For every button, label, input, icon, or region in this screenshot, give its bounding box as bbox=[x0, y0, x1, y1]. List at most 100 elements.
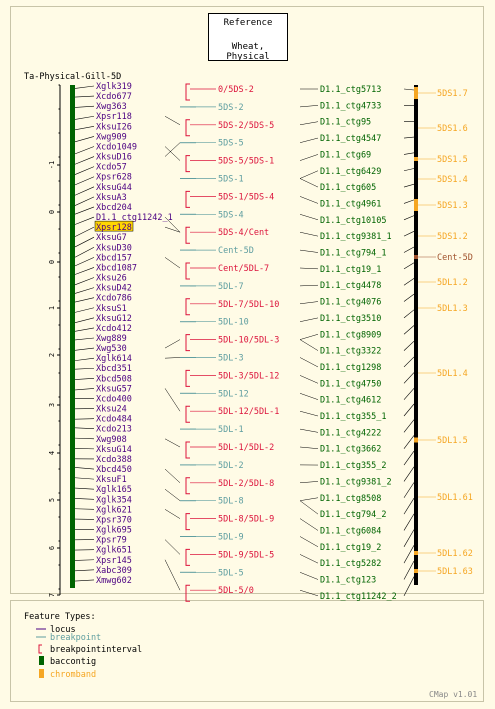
contig-label[interactable]: D1.1_ctg4612 bbox=[320, 396, 381, 406]
chromband-label[interactable]: 5DS1.2 bbox=[437, 232, 468, 242]
chromband-label[interactable]: 5DS1.3 bbox=[437, 201, 468, 211]
locus-label[interactable]: Xpsr118 bbox=[96, 112, 132, 122]
locus-label[interactable]: XksuA3 bbox=[96, 193, 127, 203]
bin-label[interactable]: 5DL-2/5DL-8 bbox=[218, 479, 274, 489]
bin-label[interactable]: 5DL-12/5DL-1 bbox=[218, 407, 279, 417]
contig-label[interactable]: D1.1_ctg4222 bbox=[320, 428, 381, 438]
locus-label[interactable]: Xcdo484 bbox=[96, 415, 132, 425]
locus-label[interactable]: Xglk165 bbox=[96, 485, 132, 495]
bin-label[interactable]: 5DL-1/5DL-2 bbox=[218, 443, 274, 453]
chromband-label[interactable]: 5DS1.4 bbox=[437, 175, 468, 185]
bin-label[interactable]: 5DL-10 bbox=[218, 318, 249, 328]
locus-label[interactable]: Xcdo677 bbox=[96, 92, 132, 102]
contig-label[interactable]: D1.1_ctg4478 bbox=[320, 281, 381, 291]
breakpoint-interval-bracket[interactable] bbox=[185, 405, 190, 423]
bin-label[interactable]: 5DS-2 bbox=[218, 103, 244, 113]
bin-label[interactable]: 5DL-5/0 bbox=[218, 586, 254, 596]
locus-label[interactable]: XksuG14 bbox=[96, 445, 132, 455]
contig-label[interactable]: D1.1_ctg794_2 bbox=[320, 510, 387, 520]
contig-label[interactable]: D1.1_ctg3662 bbox=[320, 445, 381, 455]
locus-label[interactable]: Xglk354 bbox=[96, 495, 132, 505]
locus-label[interactable]: Xglk621 bbox=[96, 505, 132, 515]
bin-label[interactable]: Cent/5DL-7 bbox=[218, 264, 269, 274]
locus-label[interactable]: XksuG44 bbox=[96, 183, 132, 193]
locus-label[interactable]: Xksu24 bbox=[96, 405, 127, 415]
locus-label[interactable]: Xbcd204 bbox=[96, 203, 132, 213]
contig-label[interactable]: D1.1_ctg4547 bbox=[320, 134, 381, 144]
locus-label[interactable]: XksuG12 bbox=[96, 314, 132, 324]
contig-label[interactable]: D1.1_ctg5282 bbox=[320, 559, 381, 569]
bin-label[interactable]: 5DS-2/5DS-5 bbox=[218, 121, 274, 131]
bin-label[interactable]: 5DS-4 bbox=[218, 210, 244, 220]
locus-label[interactable]: XksuD42 bbox=[96, 284, 132, 294]
breakpoint-interval-bracket[interactable] bbox=[185, 155, 190, 173]
chromband-label[interactable]: 5DS1.7 bbox=[437, 89, 468, 99]
chromband-label[interactable]: 5DL1.5 bbox=[437, 436, 468, 446]
chromband-label[interactable]: 5DL1.2 bbox=[437, 278, 468, 288]
locus-label[interactable]: Xwg889 bbox=[96, 334, 127, 344]
locus-label[interactable]: Xcdo57 bbox=[96, 163, 127, 173]
bin-label[interactable]: 5DL-8/5DL-9 bbox=[218, 515, 274, 525]
breakpoint-interval-bracket[interactable] bbox=[185, 262, 190, 280]
breakpoint-interval-bracket[interactable] bbox=[185, 298, 190, 316]
chromband-label[interactable]: 5DL1.4 bbox=[437, 369, 468, 379]
chromband-mark[interactable] bbox=[414, 569, 418, 573]
bin-label[interactable]: 5DS-5/5DS-1 bbox=[218, 157, 274, 167]
bin-label[interactable]: 5DS-4/Cent bbox=[218, 228, 269, 238]
bin-label[interactable]: 5DL-7/5DL-10 bbox=[218, 300, 279, 310]
contig-label[interactable]: D1.1_ctg95 bbox=[320, 118, 371, 128]
locus-label[interactable]: Xbcd508 bbox=[96, 374, 132, 384]
contig-label[interactable]: D1.1_ctg10105 bbox=[320, 216, 387, 226]
contig-label[interactable]: D1.1_ctg794_1 bbox=[320, 249, 387, 259]
chromband-label[interactable]: Cent-5D bbox=[437, 253, 473, 263]
breakpoint-interval-bracket[interactable] bbox=[185, 477, 190, 495]
contig-label[interactable]: D1.1_ctg4750 bbox=[320, 379, 381, 389]
bin-label[interactable]: 5DL-2 bbox=[218, 461, 244, 471]
locus-label[interactable]: Xglk695 bbox=[96, 526, 132, 536]
contig-label[interactable]: D1.1_ctg4733 bbox=[320, 101, 381, 111]
chromband-mark[interactable] bbox=[414, 255, 418, 259]
bin-label[interactable]: 5DS-5 bbox=[218, 139, 244, 149]
bin-label[interactable]: 5DL-8 bbox=[218, 497, 244, 507]
contig-label[interactable]: D1.1_ctg4076 bbox=[320, 298, 381, 308]
bin-label[interactable]: 5DL-9/5DL-5 bbox=[218, 550, 274, 560]
chromband-mark[interactable] bbox=[414, 87, 418, 99]
contig-label[interactable]: D1.1_ctg4961 bbox=[320, 199, 381, 209]
reference-box[interactable]: Reference Wheat, Physical bbox=[208, 13, 288, 62]
breakpoint-interval-bracket[interactable] bbox=[185, 513, 190, 531]
contig-label[interactable]: D1.1_ctg11242_2 bbox=[320, 592, 397, 602]
contig-label[interactable]: D1.1_ctg3510 bbox=[320, 314, 381, 324]
chromband-mark[interactable] bbox=[414, 437, 418, 443]
bin-label[interactable]: 5DL-1 bbox=[218, 425, 244, 435]
locus-label[interactable]: XksuD30 bbox=[96, 243, 132, 253]
chromband-label[interactable]: 5DS1.5 bbox=[437, 155, 468, 165]
breakpoint-interval-bracket[interactable] bbox=[185, 584, 190, 602]
breakpoint-interval-bracket[interactable] bbox=[185, 190, 190, 208]
locus-label[interactable]: Xpsr128 bbox=[96, 223, 132, 233]
locus-label[interactable]: Xpsr628 bbox=[96, 173, 132, 183]
right-chromosome-bar[interactable] bbox=[414, 85, 418, 585]
locus-label[interactable]: XksuG7 bbox=[96, 233, 127, 243]
locus-label[interactable]: Xksu26 bbox=[96, 274, 127, 284]
breakpoint-interval-bracket[interactable] bbox=[185, 548, 190, 566]
contig-label[interactable]: D1.1_ctg5713 bbox=[320, 85, 381, 95]
contig-label[interactable]: D1.1_ctg123 bbox=[320, 576, 376, 586]
chromband-label[interactable]: 5DL1.61 bbox=[437, 493, 473, 503]
breakpoint-interval-bracket[interactable] bbox=[185, 119, 190, 137]
bin-label[interactable]: 0/5DS-2 bbox=[218, 85, 254, 95]
locus-label[interactable]: Xmwg602 bbox=[96, 576, 132, 586]
locus-label[interactable]: Xglk614 bbox=[96, 354, 132, 364]
breakpoint-interval-bracket[interactable] bbox=[185, 83, 190, 101]
locus-label[interactable]: Xcdo1049 bbox=[96, 142, 137, 152]
chromband-label[interactable]: 5DL1.62 bbox=[437, 549, 473, 559]
map-title[interactable]: Ta-Physical-Gill-5D bbox=[24, 72, 122, 82]
chromband-mark[interactable] bbox=[414, 157, 418, 161]
locus-label[interactable]: Xglk319 bbox=[96, 82, 132, 92]
chromband-label[interactable]: 5DS1.6 bbox=[437, 124, 468, 134]
locus-label[interactable]: Xabc309 bbox=[96, 566, 132, 576]
locus-label[interactable]: Xcdo786 bbox=[96, 294, 132, 304]
bin-label[interactable]: 5DL-7 bbox=[218, 282, 244, 292]
bin-label[interactable]: 5DL-3/5DL-12 bbox=[218, 371, 279, 381]
bin-label[interactable]: 5DL-12 bbox=[218, 389, 249, 399]
contig-label[interactable]: D1.1_ctg3322 bbox=[320, 347, 381, 357]
